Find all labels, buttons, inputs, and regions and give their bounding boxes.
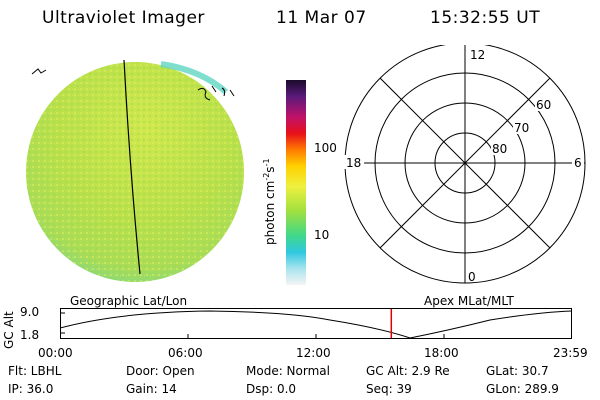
- y-tick-bottom: 1.8: [20, 328, 40, 342]
- geographic-panel-title: Geographic Lat/Lon: [70, 294, 188, 308]
- uv-image-panel: [26, 59, 244, 282]
- x-tick-label: 00:00: [38, 346, 73, 360]
- seq-status: Seq: 39: [366, 382, 412, 396]
- lat-label-80: 80: [492, 142, 507, 156]
- lat-label-70: 70: [514, 121, 529, 135]
- mlt-label-right: 6: [574, 156, 582, 170]
- gc-alt-axis-label: GC Alt: [2, 311, 16, 349]
- coastline-outline: [31, 68, 47, 75]
- gain-status: Gain: 14: [126, 382, 177, 396]
- mode-status: Mode: Normal: [246, 364, 330, 378]
- time-label: 15:32:55 UT: [430, 8, 541, 28]
- unit-text: photon cm: [263, 180, 277, 245]
- x-tick-label: 06:00: [168, 346, 203, 360]
- colorbar-tick-high: 100: [314, 141, 337, 155]
- x-tick-label: 18:00: [424, 346, 459, 360]
- door-status: Door: Open: [126, 364, 195, 378]
- instrument-title: Ultraviolet Imager: [42, 8, 205, 28]
- altitude-curve: [60, 310, 573, 339]
- mlt-label-top: 12: [470, 48, 485, 62]
- colorbar-tick-low: 10: [314, 228, 330, 242]
- glat-status: GLat: 30.7: [486, 364, 549, 378]
- coastline-outline: [197, 85, 235, 101]
- disk-texture: [26, 62, 244, 282]
- dsp-status: Dsp: 0.0: [246, 382, 297, 396]
- x-tick-label: 12:00: [296, 346, 331, 360]
- date-label: 11 Mar 07: [276, 8, 367, 28]
- orbit-altitude-plot: [60, 308, 573, 339]
- flt-status: Flt: LBHL: [8, 364, 62, 378]
- glon-status: GLon: 289.9: [486, 382, 559, 396]
- limb-glow: [160, 61, 228, 95]
- ip-status: IP: 36.0: [8, 382, 54, 396]
- unit-text: s: [263, 166, 277, 173]
- unit-exponent: -1: [262, 158, 271, 167]
- terminator-line: [123, 59, 141, 275]
- polar-diagonal: [379, 77, 551, 249]
- x-tick-label: 23:59: [553, 346, 588, 360]
- apex-panel-title: Apex MLat/MLT: [424, 294, 514, 308]
- mlt-label-bottom: 0: [468, 270, 476, 284]
- mlt-label-left: 18: [346, 156, 361, 170]
- polar-grid-plot: 12 18 6 0 60 70 80: [344, 45, 586, 284]
- unit-exponent: -2: [262, 172, 271, 181]
- lat-label-60: 60: [536, 98, 551, 112]
- y-tick-top: 9.0: [20, 305, 40, 319]
- color-scale-bar: [286, 80, 306, 285]
- gc-alt-status: GC Alt: 2.9 Re: [366, 364, 450, 378]
- color-scale-gradient: [286, 80, 306, 285]
- colorbar-unit-label: photon cm-2s-1: [262, 158, 277, 245]
